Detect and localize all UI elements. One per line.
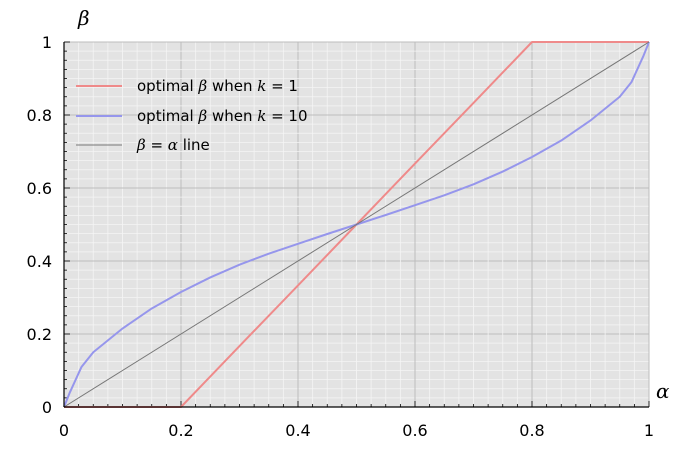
y-tick-label: 0.4 [27,252,52,271]
legend-label-identity: β = α line [136,136,210,154]
legend-label-k1: optimal β when k = 1 [137,77,298,95]
x-tick-label: 0.2 [168,421,193,440]
y-axis-label: β [77,6,90,30]
x-tick-label: 0.6 [402,421,427,440]
x-tick-label: 0.4 [285,421,310,440]
tick-labels: 0 0.2 0.4 0.6 0.8 1 0 0.2 0.4 0.6 0.8 1 [27,33,655,440]
y-tick-label: 0 [42,398,52,417]
series [63,41,650,408]
legend-label-k10: optimal β when k = 10 [137,107,308,125]
x-tick-label: 0.8 [519,421,544,440]
x-tick-label: 0 [59,421,69,440]
legend: optimal β when k = 1 optimal β when k = … [76,77,308,154]
y-tick-label: 0.8 [27,106,52,125]
y-tick-label: 0.2 [27,325,52,344]
x-axis-label: α [656,379,670,403]
y-tick-label: 1 [42,33,52,52]
series-line-identity [63,41,650,408]
grid [63,41,650,408]
x-tick-label: 1 [644,421,654,440]
y-tick-label: 0.6 [27,179,52,198]
